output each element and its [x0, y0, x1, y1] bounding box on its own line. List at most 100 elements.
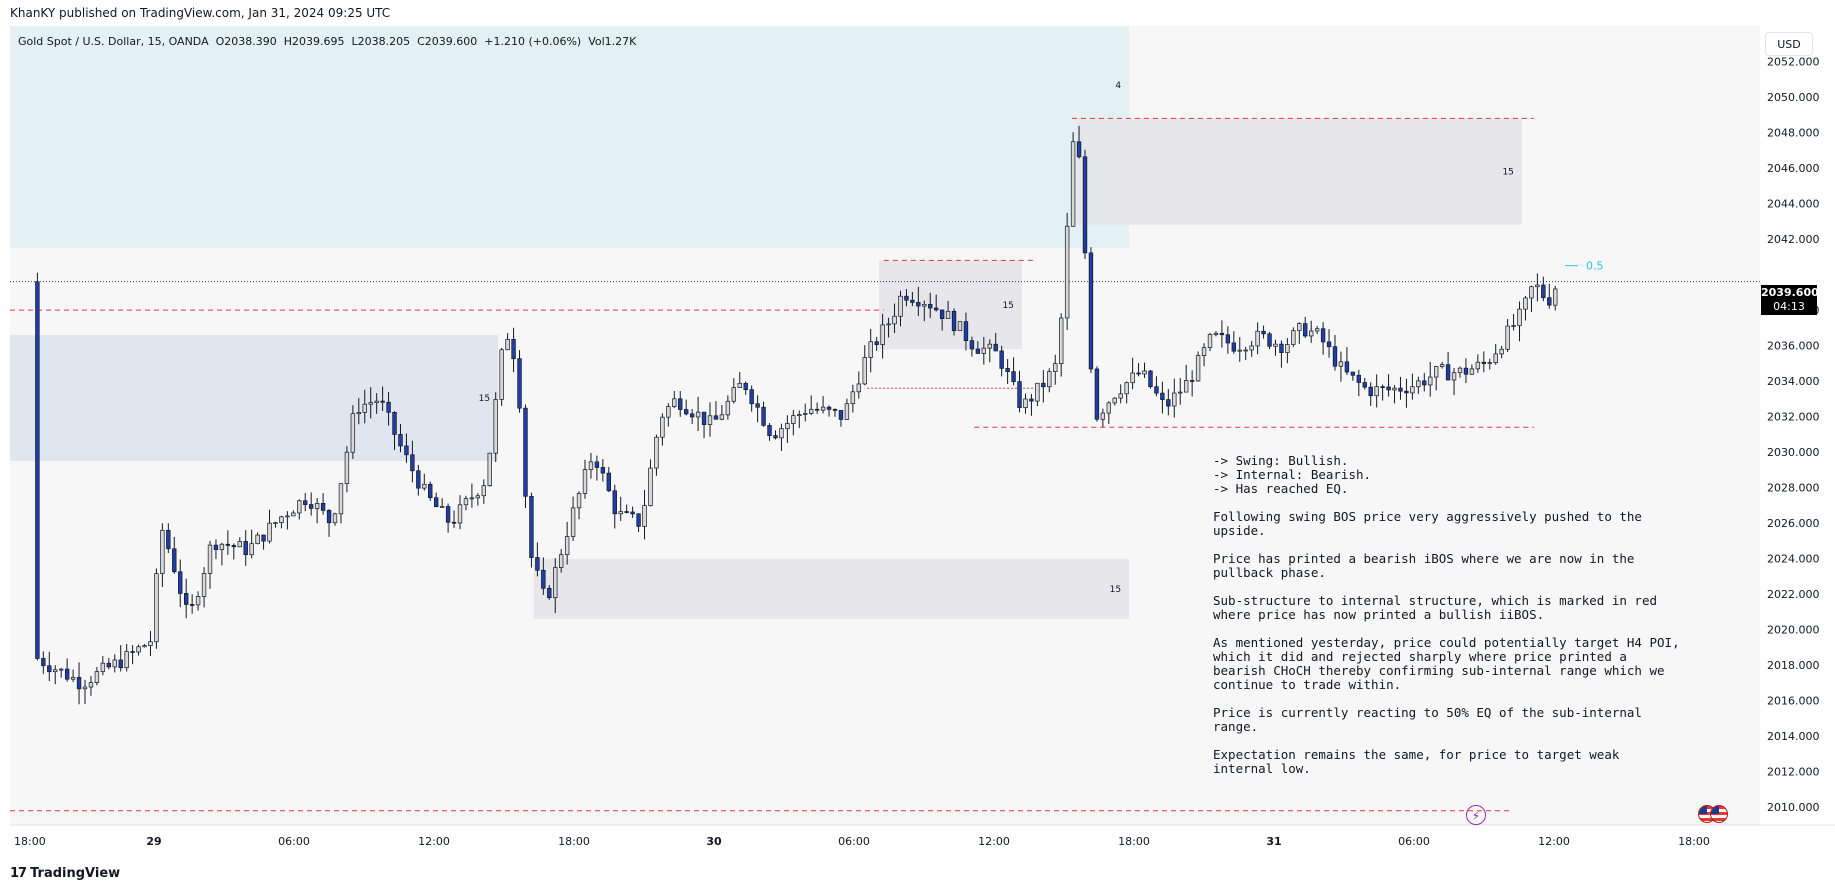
candle[interactable] — [410, 454, 415, 472]
candle[interactable] — [457, 504, 463, 524]
candle[interactable] — [1374, 386, 1379, 397]
candle[interactable] — [243, 541, 248, 556]
top-supply-zone[interactable] — [1076, 118, 1522, 225]
candle[interactable] — [148, 641, 153, 646]
candle[interactable] — [678, 398, 683, 410]
candle[interactable] — [1517, 308, 1522, 326]
candle[interactable] — [1303, 323, 1308, 337]
candle[interactable] — [1070, 141, 1076, 227]
candle[interactable] — [588, 461, 594, 470]
time-axis[interactable] — [10, 825, 1760, 855]
candle[interactable] — [886, 323, 891, 326]
candle[interactable] — [553, 567, 558, 599]
candle[interactable] — [493, 399, 498, 454]
candle[interactable] — [1249, 345, 1254, 351]
candle[interactable] — [951, 310, 957, 332]
candle[interactable] — [261, 534, 266, 542]
candle[interactable] — [1326, 341, 1332, 348]
candle[interactable] — [725, 400, 731, 416]
candle[interactable] — [422, 483, 427, 489]
candle[interactable] — [1511, 325, 1516, 327]
candle[interactable] — [618, 511, 623, 515]
candle[interactable] — [58, 668, 64, 671]
candle[interactable] — [1195, 355, 1201, 382]
candle[interactable] — [850, 391, 856, 405]
candle[interactable] — [832, 409, 838, 411]
candle[interactable] — [564, 536, 570, 556]
candle[interactable] — [76, 676, 82, 690]
price-axis[interactable] — [1760, 26, 1835, 825]
candle[interactable] — [535, 557, 540, 571]
candle[interactable] — [183, 593, 189, 605]
candle[interactable] — [1380, 386, 1385, 389]
candle[interactable] — [344, 451, 350, 485]
candle[interactable] — [1451, 372, 1457, 381]
candle[interactable] — [1118, 393, 1123, 399]
candle[interactable] — [314, 503, 320, 509]
candle[interactable] — [267, 522, 272, 542]
candle[interactable] — [939, 309, 945, 319]
candle[interactable] — [1160, 392, 1165, 400]
candle[interactable] — [523, 407, 528, 497]
candle[interactable] — [1023, 398, 1028, 408]
candle[interactable] — [166, 529, 171, 550]
candle[interactable] — [1392, 387, 1397, 391]
candle[interactable] — [558, 554, 564, 568]
candle[interactable] — [1422, 380, 1427, 386]
candle[interactable] — [862, 357, 867, 385]
candle[interactable] — [1225, 334, 1231, 344]
candle[interactable] — [654, 436, 659, 469]
candle[interactable] — [445, 506, 451, 523]
candle[interactable] — [1267, 333, 1272, 347]
candle[interactable] — [547, 587, 552, 599]
candle[interactable] — [1493, 353, 1498, 363]
candle[interactable] — [803, 413, 808, 415]
candle[interactable] — [695, 411, 701, 418]
candle[interactable] — [1398, 387, 1403, 392]
candle[interactable] — [1279, 343, 1284, 353]
candle[interactable] — [755, 403, 760, 408]
candle[interactable] — [910, 299, 915, 303]
candle[interactable] — [731, 387, 737, 402]
candle[interactable] — [1112, 397, 1117, 404]
candle[interactable] — [1439, 364, 1445, 367]
candle[interactable] — [469, 497, 475, 500]
candle[interactable] — [350, 413, 356, 453]
candle[interactable] — [1445, 364, 1451, 381]
candle[interactable] — [826, 406, 832, 410]
candle[interactable] — [1082, 156, 1088, 254]
candle[interactable] — [398, 434, 403, 447]
candle[interactable] — [374, 400, 379, 403]
candle[interactable] — [749, 389, 754, 405]
candle[interactable] — [1213, 332, 1219, 335]
candle[interactable] — [981, 347, 987, 354]
candle[interactable] — [1100, 412, 1106, 420]
candle[interactable] — [487, 452, 492, 487]
candle[interactable] — [707, 415, 713, 425]
candle[interactable] — [219, 543, 225, 551]
candle[interactable] — [231, 545, 237, 548]
candle[interactable] — [1005, 368, 1010, 373]
candle[interactable] — [1011, 371, 1016, 382]
candle[interactable] — [1291, 330, 1296, 345]
candle[interactable] — [1064, 225, 1070, 319]
candle[interactable] — [142, 645, 147, 648]
candle[interactable] — [1338, 361, 1344, 367]
candle[interactable] — [1076, 141, 1082, 158]
candle[interactable] — [743, 382, 748, 390]
candle[interactable] — [1541, 284, 1546, 299]
candle[interactable] — [94, 671, 100, 683]
candle[interactable] — [1350, 371, 1356, 376]
lightning-event-icon[interactable]: ⚡ — [1466, 805, 1486, 825]
candle[interactable] — [636, 513, 641, 527]
candle[interactable] — [475, 495, 481, 499]
candle[interactable] — [1308, 330, 1314, 337]
candle[interactable] — [255, 534, 260, 545]
candle[interactable] — [785, 423, 790, 430]
candle[interactable] — [356, 412, 362, 415]
candle[interactable] — [1178, 391, 1183, 394]
candle[interactable] — [1035, 382, 1040, 402]
candle[interactable] — [1231, 342, 1237, 352]
candle[interactable] — [767, 425, 772, 436]
candle[interactable] — [856, 383, 862, 393]
